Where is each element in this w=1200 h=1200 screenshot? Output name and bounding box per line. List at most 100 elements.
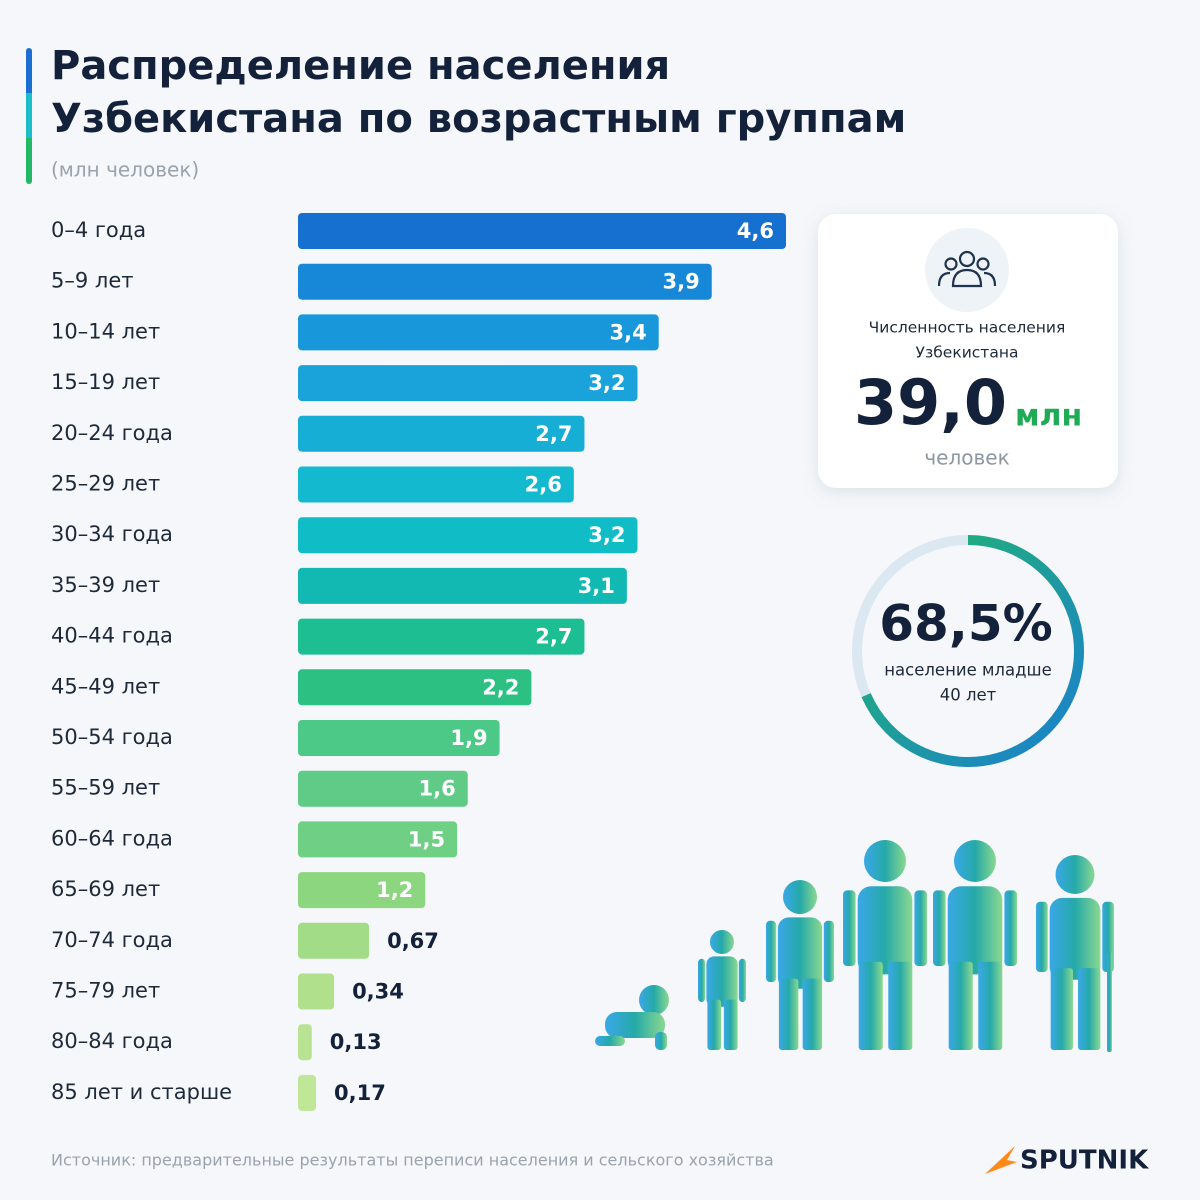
bar	[298, 263, 712, 300]
stat-card: Численность населения Узбекистана 39,0 м…	[818, 214, 1118, 488]
silhouette	[1049, 897, 1101, 980]
bar	[298, 720, 500, 756]
category-label: 5–9 лет	[51, 269, 133, 293]
silhouette	[766, 920, 777, 982]
silhouette	[639, 985, 669, 1015]
card-caption: Численность населения	[869, 319, 1066, 337]
value-label: 3,2	[588, 523, 625, 547]
source: Источник: предварительные результаты пер…	[51, 1151, 774, 1170]
category-label: 75–79 лет	[51, 979, 160, 1003]
value-label: 2,6	[525, 473, 562, 497]
silhouette	[1055, 855, 1095, 894]
silhouette	[783, 880, 817, 914]
silhouette	[857, 886, 913, 975]
ring-arc	[861, 535, 1084, 767]
silhouette	[978, 961, 1003, 1050]
silhouette	[707, 999, 722, 1050]
category-label: 15–19 лет	[51, 370, 160, 394]
logo: SPUTNIK	[1020, 1146, 1149, 1176]
bar	[298, 213, 786, 249]
bar	[298, 1024, 312, 1061]
value-label: 1,9	[450, 726, 487, 750]
silhouette	[1036, 901, 1048, 972]
silhouette	[1078, 968, 1101, 1050]
bar	[298, 314, 659, 351]
card-value: 39,0	[854, 366, 1007, 439]
logo-mark	[985, 1146, 1017, 1174]
cane	[1107, 952, 1112, 1052]
value-label: 1,6	[419, 777, 456, 801]
silhouette	[706, 956, 738, 1007]
value-label: 1,5	[408, 827, 445, 851]
value-label: 0,34	[352, 980, 404, 1004]
silhouette	[948, 961, 973, 1050]
silhouette	[723, 999, 738, 1050]
card	[818, 214, 1118, 488]
silhouette	[933, 890, 946, 966]
bar	[298, 669, 532, 706]
category-label: 85 лет и старше	[51, 1080, 232, 1104]
silhouette	[802, 978, 823, 1050]
category-label: 70–74 года	[51, 928, 173, 952]
value-label: 2,7	[535, 625, 572, 649]
bar	[298, 466, 574, 503]
silhouette	[738, 958, 746, 1002]
bar	[298, 618, 585, 655]
people-illustration	[595, 840, 1114, 1052]
value-label: 0,67	[387, 929, 439, 953]
card-unit: млн	[1015, 399, 1082, 434]
silhouette	[858, 961, 883, 1050]
value-label: 0,17	[334, 1081, 386, 1105]
value-label: 2,7	[535, 422, 572, 446]
bar	[298, 770, 468, 807]
silhouette	[710, 930, 734, 954]
people-icon	[937, 250, 997, 288]
bar	[298, 517, 638, 554]
value-label: 1,2	[376, 878, 413, 902]
category-label: 40–44 года	[51, 624, 173, 648]
card-caption: Узбекистана	[916, 344, 1019, 362]
category-label: 80–84 года	[51, 1029, 173, 1053]
silhouette	[888, 961, 913, 1050]
silhouette	[777, 917, 823, 989]
category-label: 65–69 лет	[51, 877, 160, 901]
bar-chart: 0–4 года 4,6 5–9 лет 3,9 10–14 лет 3,4 15–19 л…	[51, 213, 786, 1111]
bar	[298, 1074, 317, 1111]
title-accent	[26, 48, 32, 184]
card-note: человек	[924, 446, 1009, 470]
category-label: 60–64 года	[51, 826, 173, 850]
silhouette	[843, 890, 856, 966]
title: Распределение населения	[51, 43, 670, 89]
silhouette	[655, 1032, 667, 1050]
value-label: 3,2	[588, 371, 625, 395]
category-label: 50–54 года	[51, 725, 173, 749]
silhouette	[1004, 890, 1017, 966]
category-label: 30–34 года	[51, 522, 173, 546]
category-label: 0–4 года	[51, 218, 146, 242]
silhouette	[595, 1036, 625, 1046]
silhouette	[914, 890, 927, 966]
ring-value: 68,5%	[879, 595, 1052, 653]
silhouette	[954, 840, 996, 882]
subtitle: (млн человек)	[51, 158, 199, 182]
silhouette	[605, 1012, 665, 1038]
category-label: 45–49 лет	[51, 674, 160, 698]
category-label: 55–59 лет	[51, 776, 160, 800]
bar	[298, 567, 627, 604]
bar	[298, 821, 458, 858]
category-label: 35–39 лет	[51, 573, 160, 597]
category-label: 25–29 лет	[51, 472, 160, 496]
value-label: 3,4	[609, 320, 646, 344]
ring-caption: 40 лет	[940, 686, 997, 705]
bar	[298, 922, 370, 959]
silhouette	[947, 886, 1003, 975]
category-label: 20–24 года	[51, 421, 173, 445]
ring-caption: население младше	[884, 661, 1052, 680]
value-label: 3,1	[578, 574, 615, 598]
bar	[298, 365, 638, 402]
ring: 68,5% население младше 40 лет	[852, 535, 1084, 767]
silhouette	[698, 958, 706, 1002]
category-label: 10–14 лет	[51, 319, 160, 343]
